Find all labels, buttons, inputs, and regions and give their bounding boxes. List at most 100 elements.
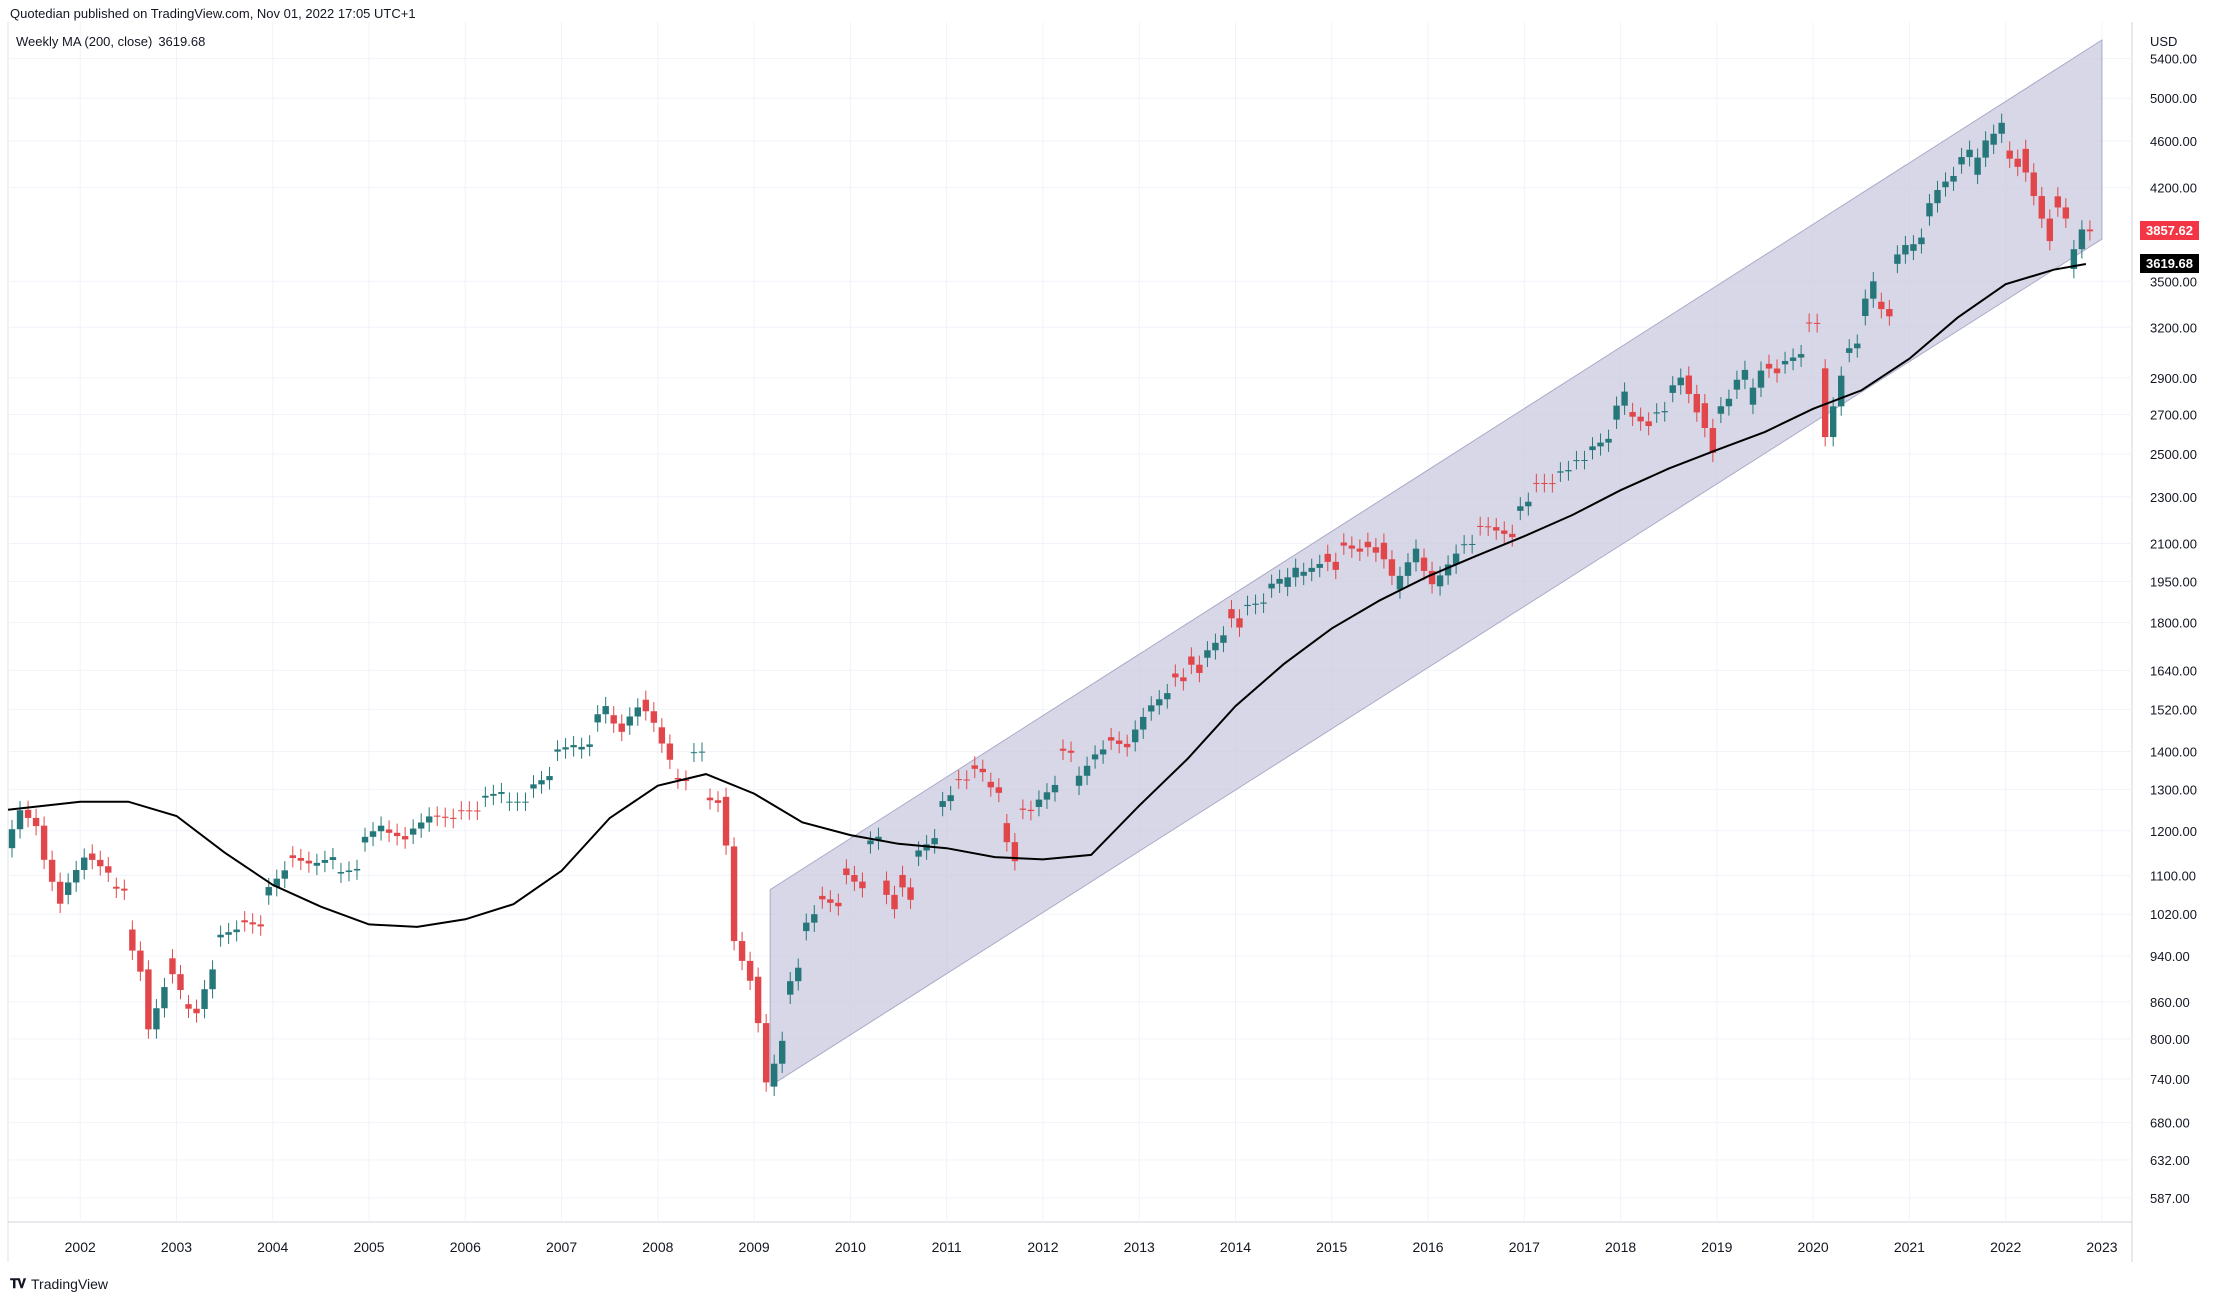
candle-body <box>345 870 353 873</box>
candle-body <box>1934 190 1941 204</box>
y-tick-label: 1200.00 <box>2150 824 2197 839</box>
y-tick-label: 5400.00 <box>2150 52 2197 67</box>
y-tick-label: 2100.00 <box>2150 537 2197 552</box>
candle-body <box>1918 237 1925 245</box>
candle-body <box>393 832 401 837</box>
candle-body <box>466 810 473 812</box>
candle-body <box>474 810 481 812</box>
x-tick-label: 2017 <box>1509 1239 1540 1255</box>
candle-body <box>1733 379 1741 390</box>
candle-body <box>514 801 521 803</box>
candle-body <box>8 829 16 849</box>
candle-body <box>1115 740 1123 744</box>
candle-body <box>1284 577 1291 587</box>
candle-body <box>1444 564 1452 576</box>
x-tick-label: 2016 <box>1412 1239 1443 1255</box>
candle-body <box>618 723 625 732</box>
candle-body <box>1292 567 1299 578</box>
candle-body <box>883 880 890 895</box>
tradingview-logo-icon: 𝐓𝐕 <box>10 1276 26 1291</box>
candle-body <box>1886 309 1893 317</box>
brand-footer[interactable]: 𝐓𝐕 TradingView <box>10 1276 108 1292</box>
candle-body <box>1701 403 1709 428</box>
candle-body <box>72 870 80 883</box>
candle-body <box>682 779 690 782</box>
candle-body <box>385 829 393 833</box>
candle-body <box>1549 483 1556 485</box>
candle-body <box>113 886 120 889</box>
candle-body <box>706 797 714 801</box>
candle-body <box>1180 677 1187 682</box>
candle-body <box>851 875 858 882</box>
candle-body <box>586 744 593 747</box>
candle-body <box>1629 412 1636 417</box>
candle-body <box>1990 133 1997 145</box>
candle-body <box>1902 245 1909 255</box>
candle-body <box>1677 377 1684 386</box>
candle-body <box>2038 196 2045 219</box>
candle-body <box>1075 775 1083 786</box>
candle-body <box>1942 181 1949 188</box>
candle-body <box>795 967 802 982</box>
candle-body <box>490 793 497 796</box>
candle-body <box>714 800 722 803</box>
y-tick-label: 1100.00 <box>2150 868 2196 883</box>
indicator-legend[interactable]: Weekly MA (200, close) 3619.68 <box>16 34 205 49</box>
indicator-value: 3619.68 <box>158 34 206 49</box>
candle-body <box>233 929 240 933</box>
candle-body <box>337 872 345 874</box>
candle-body <box>329 857 337 860</box>
candle-body <box>1605 438 1612 443</box>
regression-channel <box>769 39 2103 1087</box>
candle-body <box>1420 557 1428 571</box>
candle-body <box>1244 604 1251 607</box>
candle-body <box>129 929 136 951</box>
candle-body <box>979 768 986 773</box>
x-tick-label: 2002 <box>65 1239 96 1255</box>
candle-body <box>1148 705 1155 712</box>
candle-body <box>361 836 369 843</box>
candle-body <box>1966 149 1973 158</box>
candle-body <box>1846 348 1853 353</box>
candle-body <box>1789 357 1797 361</box>
candle-body <box>265 887 272 896</box>
y-tick-label: 632.00 <box>2150 1153 2190 1168</box>
x-tick-label: 2023 <box>2086 1239 2117 1255</box>
candle-body <box>674 777 682 780</box>
candle-body <box>498 792 505 794</box>
y-tick-label: 1400.00 <box>2150 745 2197 760</box>
candle-body <box>1356 548 1364 552</box>
candle-body <box>64 882 72 895</box>
candle-body <box>1974 157 1981 175</box>
candle-body <box>1348 545 1356 549</box>
candle-body <box>1597 442 1604 447</box>
candle-body <box>1035 799 1043 807</box>
candle-body <box>1404 562 1412 576</box>
candle-body <box>1669 385 1676 393</box>
y-tick-label: 680.00 <box>2150 1115 2190 1130</box>
x-tick-label: 2009 <box>739 1239 770 1255</box>
candle-body <box>1637 416 1644 422</box>
candle-body <box>578 746 585 750</box>
candle-body <box>803 922 810 932</box>
candle-body <box>1982 140 1989 158</box>
candle-body <box>1653 412 1660 414</box>
candle-body <box>121 888 128 891</box>
candle-body <box>1958 157 1965 165</box>
candle-body <box>1589 446 1596 451</box>
candle-body <box>971 765 978 769</box>
candle-body <box>1051 784 1059 793</box>
price-axis: 587.00 632.00 680.00 740.00 800.00 860.00 940.… <box>2150 52 2197 1206</box>
y-tick-label: 2500.00 <box>2150 447 2197 462</box>
candle-body <box>650 711 658 723</box>
candle-body <box>377 825 385 832</box>
candle-body <box>923 844 930 851</box>
candle-body <box>1910 244 1917 251</box>
candle-body <box>1645 421 1652 427</box>
candle-body <box>1749 387 1757 405</box>
candle-body <box>1821 368 1829 438</box>
x-tick-label: 2003 <box>161 1239 192 1255</box>
candle-body <box>722 796 730 846</box>
x-tick-label: 2021 <box>1894 1239 1925 1255</box>
